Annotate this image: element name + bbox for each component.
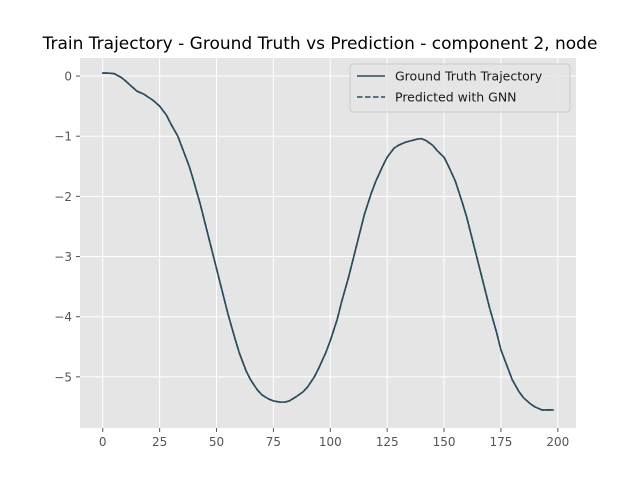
- chart-title: Train Trajectory - Ground Truth vs Predi…: [42, 34, 598, 54]
- x-tick-label: 200: [546, 435, 569, 449]
- x-tick-label: 50: [209, 435, 224, 449]
- y-tick-label: −3: [54, 250, 72, 264]
- y-tick-label: −4: [54, 310, 72, 324]
- y-tick-label: −2: [54, 190, 72, 204]
- series-layer: [101, 72, 555, 411]
- x-tick-label: 25: [152, 435, 167, 449]
- x-tick-label: 150: [433, 435, 456, 449]
- x-tick-label: 100: [319, 435, 342, 449]
- legend-label-ground-truth: Ground Truth Trajectory: [395, 69, 543, 84]
- y-tick-label: 0: [64, 70, 72, 84]
- x-axis: 0 25 50 75 100 125 150 175 200: [99, 428, 569, 449]
- plot-area: [80, 58, 576, 428]
- y-tick-label: −1: [54, 130, 72, 144]
- grid-lines: [80, 58, 576, 428]
- x-tick-label: 175: [489, 435, 512, 449]
- x-tick-label: 75: [266, 435, 281, 449]
- y-tick-label: −5: [54, 370, 72, 384]
- x-tick-label: 125: [376, 435, 399, 449]
- series-line-predicted: [101, 72, 555, 411]
- legend-label-predicted: Predicted with GNN: [395, 90, 517, 105]
- x-tick-label: 0: [99, 435, 107, 449]
- legend-box: [349, 63, 571, 113]
- legend: Ground Truth Trajectory Predicted with G…: [349, 63, 571, 113]
- y-axis: 0 −1 −2 −3 −4 −5: [54, 70, 80, 384]
